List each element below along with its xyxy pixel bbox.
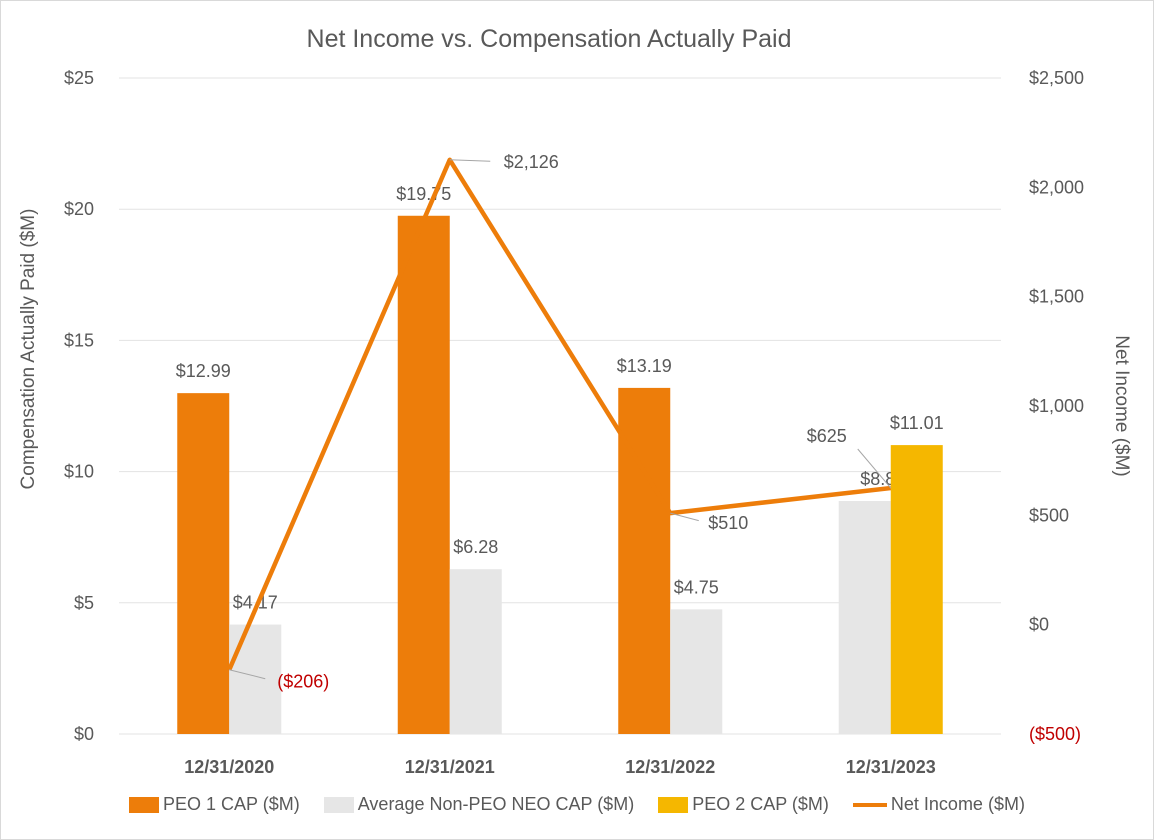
net-income-leader-1	[449, 159, 491, 162]
y-tick-left-0: $0	[74, 724, 94, 744]
y-tick-left-3: $15	[64, 330, 94, 350]
y-tick-left-1: $5	[74, 593, 94, 613]
bar-peo1-1	[397, 215, 450, 734]
y-tick-right-2: $500	[1029, 505, 1069, 525]
y-tick-left-5: $25	[64, 68, 94, 88]
y-tick-right-5: $2,000	[1029, 177, 1084, 197]
x-tick-2: 12/31/2022	[625, 757, 715, 777]
legend-item-peo1: PEO 1 CAP ($M)	[129, 794, 300, 815]
legend-label-net-income: Net Income ($M)	[890, 794, 1025, 814]
legend-swatch-non-peo	[323, 796, 354, 813]
bar-non-peo-2	[670, 609, 723, 734]
bar-label-peo1-2: $13.19	[617, 356, 672, 376]
bar-label-peo1-0: $12.99	[176, 361, 231, 381]
y-tick-left-4: $20	[64, 199, 94, 219]
x-tick-1: 12/31/2021	[405, 757, 495, 777]
legend-swatch-peo2	[658, 796, 689, 813]
bar-non-peo-0	[229, 624, 282, 734]
legend-swatch-peo1	[129, 796, 160, 813]
net-income-label-3: $625	[807, 426, 847, 446]
y-tick-right-1: $0	[1029, 615, 1049, 635]
net-income-label-1: $2,126	[504, 152, 559, 172]
chart-title: Net Income vs. Compensation Actually Pai…	[306, 25, 792, 53]
y-tick-right-6: $2,500	[1029, 68, 1084, 88]
x-tick-3: 12/31/2023	[846, 757, 936, 777]
bar-peo1-0	[177, 393, 230, 734]
legend-label-non-peo: Average Non-PEO NEO CAP ($M)	[357, 794, 635, 814]
net-income-leader-2	[670, 512, 699, 522]
y-tick-left-2: $10	[64, 462, 94, 482]
bar-label-non-peo-0: $4.17	[233, 593, 278, 613]
y-tick-right-3: $1,000	[1029, 396, 1084, 416]
legend-item-non-peo: Average Non-PEO NEO CAP ($M)	[323, 794, 635, 815]
bar-non-peo-3	[838, 500, 891, 734]
legend-label-peo2: PEO 2 CAP ($M)	[692, 794, 829, 814]
bar-label-non-peo-2: $4.75	[674, 577, 719, 597]
legend-item-peo2: PEO 2 CAP ($M)	[658, 794, 829, 815]
legend: PEO 1 CAP ($M) Average Non-PEO NEO CAP (…	[1, 794, 1153, 815]
net-income-line	[227, 157, 892, 671]
x-tick-0: 12/31/2020	[184, 757, 274, 777]
bar-label-peo2-3: $11.01	[890, 413, 944, 433]
legend-item-net-income: Net Income ($M)	[852, 794, 1025, 815]
y-tick-right-4: $1,500	[1029, 287, 1084, 307]
net-income-leader-0	[229, 669, 266, 680]
bar-non-peo-1	[449, 569, 502, 734]
legend-swatch-net-income	[852, 802, 887, 807]
net-income-leader-3	[857, 448, 892, 489]
bar-label-peo1-1: $19.75	[396, 184, 451, 204]
plot-area: $0 $5 $10 $15 $20 $25 ($500) $0 $500 $1,000 $1,500…	[64, 68, 1084, 777]
legend-label-peo1: PEO 1 CAP ($M)	[163, 794, 300, 814]
net-income-label-0: ($206)	[277, 672, 329, 692]
bar-label-non-peo-1: $6.28	[453, 537, 498, 557]
y-tick-right-0: ($500)	[1029, 724, 1081, 744]
net-income-label-2: $510	[708, 513, 748, 533]
bar-peo2-3	[890, 445, 943, 734]
